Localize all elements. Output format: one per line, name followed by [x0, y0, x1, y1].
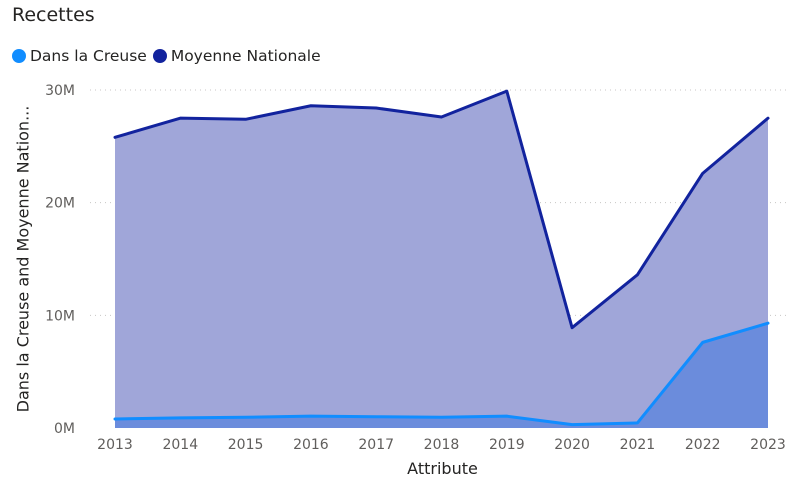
series-line-0 [113, 321, 770, 427]
x-axis-ticks: 2013 2014 2015 2016 2017 2018 2019 2020 2021 2022… [97, 437, 786, 453]
y-axis-ticks: 0M 10M 20M 30M [45, 83, 75, 437]
legend: Dans la Creuse Moyenne Nationale [12, 47, 327, 65]
legend-label: Dans la Creuse [30, 47, 147, 65]
y-tick-label: 10M [45, 308, 75, 324]
series-area-0 [115, 323, 768, 428]
x-tick-label: 2018 [424, 437, 460, 453]
legend-marker-icon [12, 49, 26, 63]
series-areas [115, 91, 768, 429]
x-tick-label: 2019 [489, 437, 525, 453]
x-tick-label: 2016 [293, 437, 329, 453]
x-tick-label: 2020 [554, 437, 590, 453]
x-tick-label: 2021 [620, 437, 656, 453]
series-lines [113, 89, 770, 427]
x-tick-label: 2014 [162, 437, 198, 453]
legend-item-moyenne-nationale[interactable]: Moyenne Nationale [152, 47, 321, 65]
legend-item-dans-la-creuse[interactable]: Dans la Creuse [12, 47, 147, 65]
x-tick-label: 2017 [358, 437, 394, 453]
y-tick-label: 30M [45, 83, 75, 99]
y-tick-label: 0M [54, 421, 75, 437]
x-tick-label: 2015 [228, 437, 264, 453]
x-tick-label: 2022 [685, 437, 721, 453]
legend-label: Moyenne Nationale [170, 47, 321, 65]
chart-title: Recettes [12, 4, 95, 26]
x-tick-label: 2013 [97, 437, 133, 453]
y-tick-label: 20M [45, 196, 75, 212]
legend-marker-icon [152, 49, 167, 63]
series-area-1 [115, 91, 768, 429]
x-axis-title: Attribute [407, 459, 478, 478]
series-line-1 [113, 89, 770, 330]
x-tick-label: 2023 [750, 437, 786, 453]
